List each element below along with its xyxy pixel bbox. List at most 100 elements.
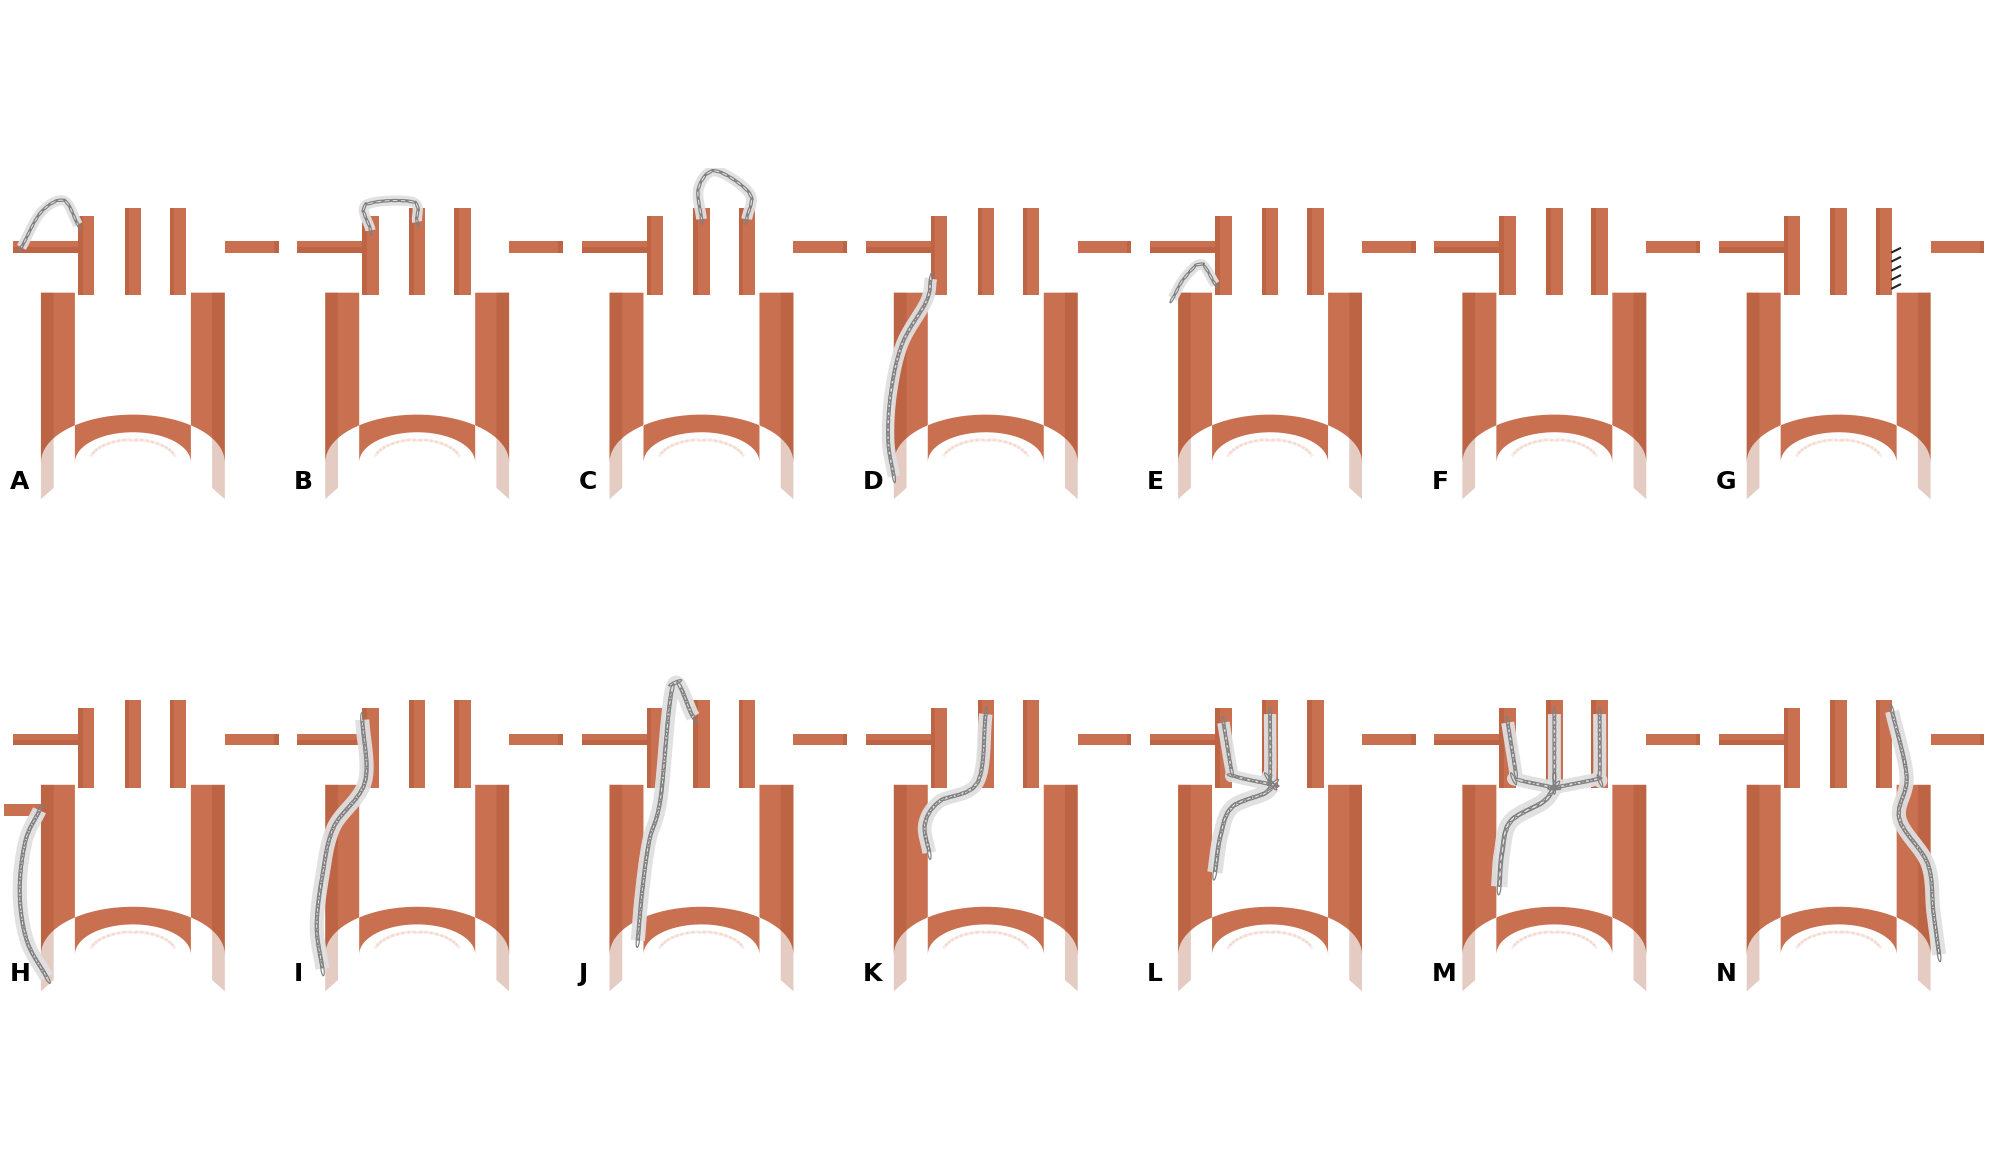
Polygon shape — [1262, 208, 1266, 296]
Polygon shape — [1022, 700, 1038, 787]
Polygon shape — [843, 242, 847, 253]
Polygon shape — [1554, 714, 1608, 794]
Text: E: E — [1146, 470, 1164, 494]
Polygon shape — [931, 216, 947, 296]
Polygon shape — [298, 242, 361, 253]
Polygon shape — [361, 709, 367, 787]
Polygon shape — [739, 208, 743, 296]
Polygon shape — [1308, 208, 1312, 296]
Polygon shape — [1783, 216, 1799, 296]
Polygon shape — [78, 216, 94, 296]
Polygon shape — [559, 242, 563, 253]
Polygon shape — [1502, 722, 1556, 794]
Polygon shape — [1150, 242, 1216, 253]
Polygon shape — [1719, 242, 1783, 253]
Polygon shape — [1979, 242, 1985, 253]
Polygon shape — [1931, 242, 1985, 253]
Polygon shape — [12, 739, 78, 745]
Polygon shape — [1719, 734, 1783, 745]
Polygon shape — [1979, 734, 1985, 745]
Polygon shape — [409, 208, 413, 296]
Polygon shape — [1548, 714, 1562, 787]
Polygon shape — [1546, 208, 1562, 296]
Polygon shape — [895, 785, 907, 992]
Polygon shape — [1831, 208, 1835, 296]
Polygon shape — [1126, 734, 1132, 745]
Polygon shape — [581, 242, 647, 253]
Polygon shape — [1178, 293, 1190, 499]
Polygon shape — [361, 216, 379, 296]
Text: L: L — [1146, 962, 1162, 986]
Polygon shape — [1695, 242, 1699, 253]
Polygon shape — [1262, 208, 1278, 296]
Polygon shape — [226, 242, 280, 253]
Polygon shape — [1078, 734, 1132, 745]
Polygon shape — [1831, 208, 1847, 296]
Polygon shape — [453, 700, 459, 787]
Polygon shape — [12, 248, 78, 253]
Polygon shape — [1592, 208, 1596, 296]
Polygon shape — [1412, 734, 1416, 745]
Polygon shape — [647, 216, 663, 296]
Polygon shape — [895, 293, 907, 499]
Polygon shape — [1747, 293, 1931, 463]
Polygon shape — [739, 208, 755, 296]
Polygon shape — [1783, 709, 1787, 787]
Polygon shape — [453, 700, 471, 787]
Polygon shape — [298, 734, 361, 745]
Polygon shape — [1500, 709, 1504, 787]
Polygon shape — [497, 293, 509, 499]
Polygon shape — [509, 734, 563, 745]
Text: J: J — [579, 962, 587, 986]
Polygon shape — [78, 709, 94, 787]
Polygon shape — [581, 734, 647, 745]
Polygon shape — [581, 248, 647, 253]
Polygon shape — [1022, 208, 1026, 296]
Polygon shape — [1546, 700, 1562, 787]
Polygon shape — [609, 785, 623, 992]
Polygon shape — [497, 785, 509, 992]
Text: G: G — [1715, 470, 1735, 494]
Polygon shape — [42, 785, 226, 954]
Polygon shape — [1931, 734, 1985, 745]
Polygon shape — [509, 242, 563, 253]
Polygon shape — [1875, 208, 1891, 296]
Polygon shape — [1719, 248, 1783, 253]
Polygon shape — [631, 675, 699, 941]
Polygon shape — [1831, 700, 1835, 787]
Text: M: M — [1432, 962, 1456, 986]
Polygon shape — [781, 785, 793, 992]
Polygon shape — [1546, 208, 1552, 296]
Polygon shape — [1260, 714, 1278, 788]
Polygon shape — [1362, 242, 1416, 253]
Polygon shape — [326, 293, 337, 499]
Polygon shape — [1462, 785, 1476, 992]
Polygon shape — [1216, 709, 1220, 787]
Text: C: C — [579, 470, 597, 494]
Polygon shape — [1592, 208, 1608, 296]
Polygon shape — [1783, 216, 1787, 296]
Polygon shape — [931, 709, 947, 787]
Polygon shape — [1695, 734, 1699, 745]
Polygon shape — [1208, 779, 1278, 874]
Polygon shape — [1875, 700, 1881, 787]
Polygon shape — [298, 739, 361, 745]
Polygon shape — [739, 700, 743, 787]
Polygon shape — [1308, 700, 1324, 787]
Polygon shape — [326, 785, 337, 992]
Text: B: B — [294, 470, 314, 494]
Polygon shape — [883, 277, 937, 478]
Polygon shape — [867, 739, 931, 745]
Polygon shape — [170, 208, 174, 296]
Polygon shape — [42, 785, 54, 992]
Polygon shape — [18, 195, 82, 250]
Polygon shape — [1216, 216, 1232, 296]
Polygon shape — [310, 719, 373, 969]
Polygon shape — [1308, 208, 1324, 296]
Polygon shape — [931, 709, 935, 787]
Polygon shape — [361, 709, 379, 787]
Polygon shape — [919, 714, 993, 854]
Polygon shape — [1492, 783, 1562, 888]
Polygon shape — [12, 734, 78, 745]
Polygon shape — [1150, 248, 1216, 253]
